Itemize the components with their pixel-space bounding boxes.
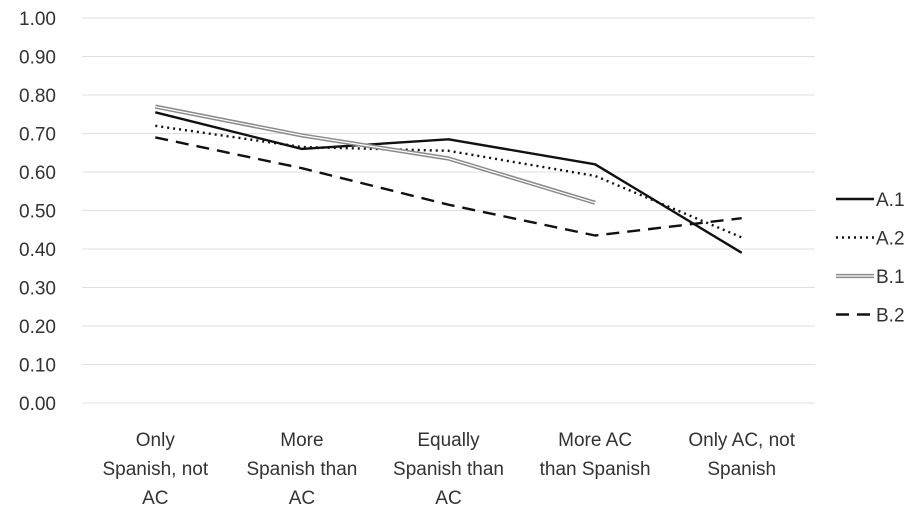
series-A-2-line [155,124,743,239]
x-category-label-line: Spanish [707,459,776,480]
series-B-1-line-outer [154,104,596,205]
y-tick-label: 0.80 [19,86,56,107]
y-tick-label: 0.90 [19,48,56,69]
x-category-label: Only Spanish, not AC [102,430,208,509]
y-tick-label: 0.70 [19,125,56,146]
legend-B-2-label: B.2 [876,306,905,327]
x-category-label-line: Only [136,430,176,451]
x-category-label-line: Spanish, not [102,459,208,480]
y-tick-label: 0.20 [19,317,56,338]
legend: A.1 A.2 B.1 B.2 [836,190,905,327]
y-tick-label: 1.00 [19,9,56,30]
series-B-1-line-inner [155,106,596,204]
y-tick-label: 0.60 [19,163,56,184]
legend-A-2-label: A.2 [876,229,905,250]
y-tick-label: 0.00 [19,394,56,415]
series-A-1-line [155,111,743,254]
y-tick-label: 0.10 [19,356,56,377]
x-category-label: More Spanish than AC [246,430,357,509]
x-category-label-line: AC [435,488,461,509]
x-category-label-line: Equally [417,430,480,451]
x-category-label: More AC than Spanish [540,430,651,480]
series-B-2-line [155,136,742,237]
x-category-label-line: Spanish than [393,459,504,480]
y-tick-label: 0.50 [19,202,56,223]
x-category-label: Equally Spanish than AC [393,430,504,509]
x-category-label-line: Spanish than [246,459,357,480]
legend-A-1-label: A.1 [876,190,905,211]
x-category-label-line: than Spanish [540,459,651,480]
series-lines [154,104,743,254]
x-category-label-line: AC [289,488,315,509]
x-category-label: Only AC, not Spanish [688,430,795,480]
legend-B-1-label: B.1 [876,267,905,288]
x-category-label-line: More AC [558,430,632,451]
y-tick-label: 0.30 [19,279,56,300]
y-tick-label: 0.40 [19,240,56,261]
grid-lines [82,17,815,404]
x-category-label-line: More [280,430,323,451]
x-category-label-line: Only AC, not [688,430,795,451]
x-category-label-line: AC [142,488,168,509]
y-axis-tick-labels: 0.00 0.10 0.20 0.30 0.40 0.50 0.60 0.70 0.80 0.90… [19,9,56,415]
